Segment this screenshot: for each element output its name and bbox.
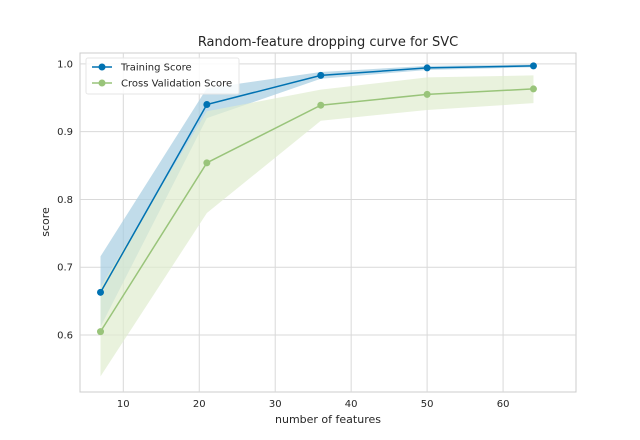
y-tick-label: 0.6 xyxy=(57,331,73,342)
data-point-training xyxy=(529,62,537,70)
chart-title: Random-feature dropping curve for SVC xyxy=(198,35,458,50)
x-tick-label: 10 xyxy=(117,399,130,410)
x-tick-label: 50 xyxy=(421,399,434,410)
tick-labels: 10 20 30 40 50 60 0.6 0.7 0.8 0.9 1.0 xyxy=(57,59,509,410)
y-tick-label: 1.0 xyxy=(57,59,73,70)
data-point-cv xyxy=(97,328,105,336)
band-cv xyxy=(100,75,534,377)
legend-label-cv: Cross Validation Score xyxy=(121,79,232,90)
data-point-training xyxy=(317,71,325,79)
legend-label-training: Training Score xyxy=(120,63,192,74)
x-tick-label: 40 xyxy=(345,399,358,410)
confidence-bands xyxy=(100,64,534,377)
y-axis-label: score xyxy=(39,207,52,237)
data-point-training xyxy=(97,288,105,296)
x-tick-label: 30 xyxy=(269,399,282,410)
series-points xyxy=(97,62,537,336)
legend-marker-training xyxy=(98,63,106,71)
y-tick-label: 0.8 xyxy=(57,195,73,206)
data-point-cv xyxy=(203,159,211,167)
data-point-training xyxy=(423,64,431,72)
data-point-cv xyxy=(423,90,431,98)
y-tick-label: 0.9 xyxy=(57,127,73,138)
legend-marker-cv xyxy=(98,79,106,87)
x-tick-label: 20 xyxy=(193,399,206,410)
x-tick-label: 60 xyxy=(497,399,510,410)
data-point-cv xyxy=(317,101,325,109)
legend-box xyxy=(85,57,240,95)
y-tick-label: 0.7 xyxy=(57,263,73,274)
legend: Training Score Cross Validation Score xyxy=(85,57,240,95)
data-point-training xyxy=(203,101,211,109)
data-point-cv xyxy=(529,85,537,93)
x-axis-label: number of features xyxy=(275,413,381,426)
